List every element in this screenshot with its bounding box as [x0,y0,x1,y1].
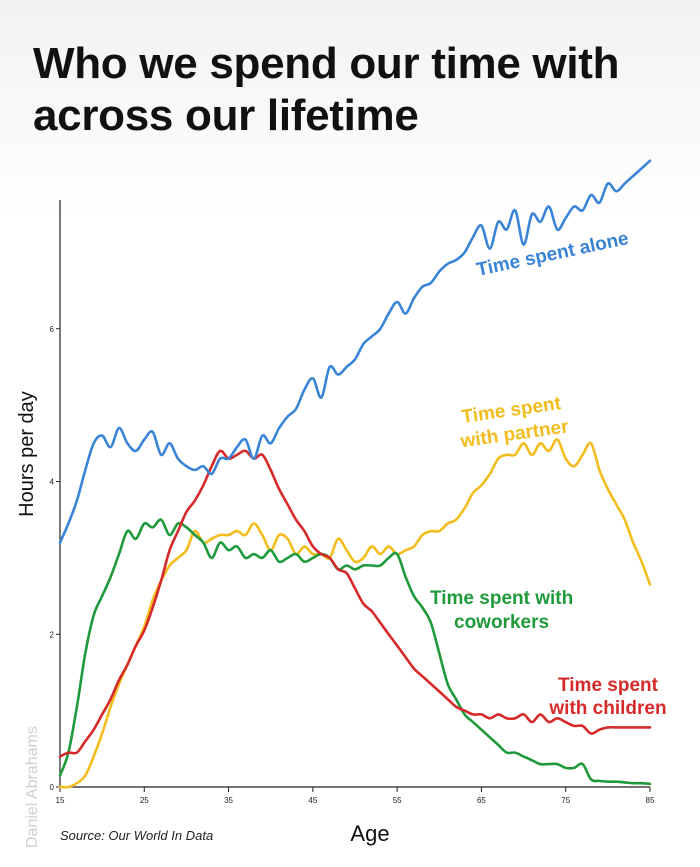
source-note: Source: Our World In Data [60,828,214,843]
y-tick-label: 6 [50,325,55,334]
series-line-alone [58,159,652,544]
x-tick-label: 55 [393,796,402,805]
y-axis-label: Hours per day [16,391,38,517]
x-axis-label: Age [350,821,389,846]
series-label-coworkers-line: Time spent with [430,588,573,609]
chart-title: Who we spend our time with across our li… [33,38,673,142]
series-line-children [58,449,652,758]
x-tick-label: 75 [561,796,570,805]
y-tick-label: 0 [50,783,55,792]
x-tick-label: 25 [140,796,149,805]
chart-title-line-2: across our lifetime [33,91,419,140]
series-label-alone-line: Time spent alone [475,228,631,281]
series-label-alone: Time spent alone [475,228,631,281]
chart-title-line-1: Who we spend our time with [33,39,620,88]
series-label-coworkers-line: coworkers [454,612,549,633]
x-tick-label: 65 [477,796,486,805]
x-tick-label: 35 [224,796,233,805]
author-watermark: Daniel Abrahams [24,726,41,848]
series-label-coworkers: Time spent with coworkers [430,588,573,633]
series-line-coworkers [58,518,652,786]
series-label-children-line: Time spent [558,675,659,696]
x-tick-label: 15 [56,796,65,805]
series-label-children-line: with children [548,698,666,719]
y-tick-label: 2 [50,630,55,639]
y-tick-label: 4 [50,478,55,487]
series-line-partner [58,438,652,789]
x-tick-label: 45 [308,796,317,805]
x-tick-label: 85 [646,796,655,805]
